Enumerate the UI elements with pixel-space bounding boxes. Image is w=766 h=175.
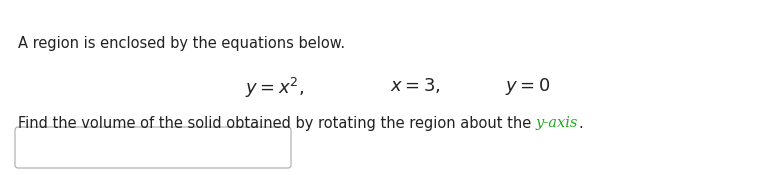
- Text: .: .: [578, 116, 583, 131]
- FancyBboxPatch shape: [15, 127, 291, 168]
- Text: $x = 3,$: $x = 3,$: [390, 76, 440, 95]
- Text: A region is enclosed by the equations below.: A region is enclosed by the equations be…: [18, 36, 345, 51]
- Text: Find the volume of the solid obtained by rotating the region about the: Find the volume of the solid obtained by…: [18, 116, 536, 131]
- Text: $y = x^2,$: $y = x^2,$: [245, 76, 304, 100]
- Text: $y = 0$: $y = 0$: [505, 76, 550, 97]
- Text: y-axis: y-axis: [536, 116, 578, 130]
